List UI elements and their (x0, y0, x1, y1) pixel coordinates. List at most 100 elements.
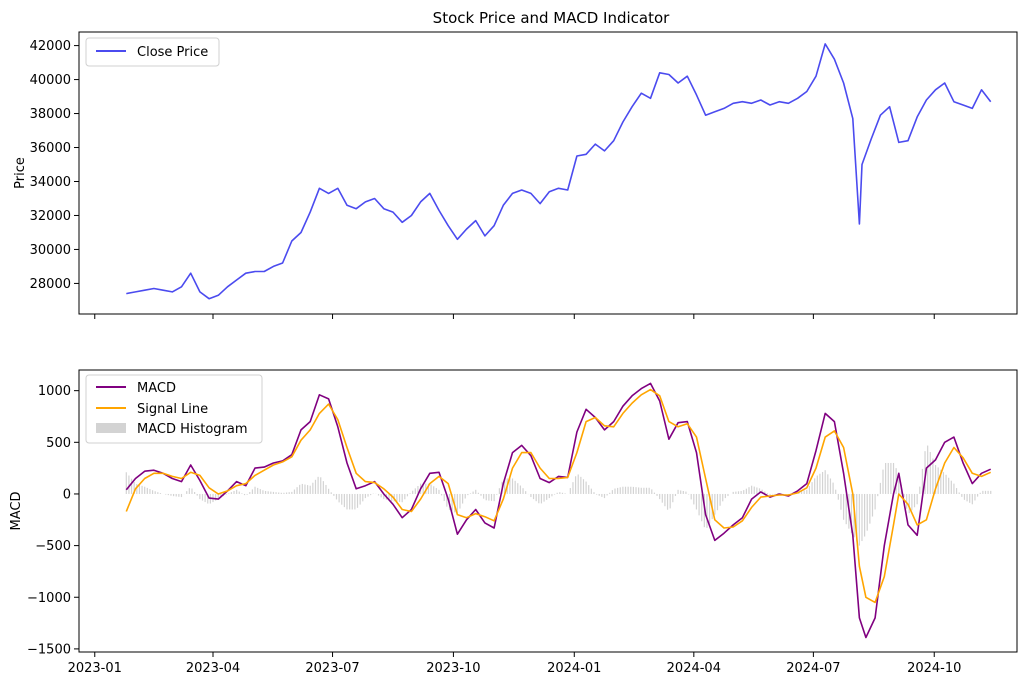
histogram-bar (396, 493, 398, 502)
histogram-bar (138, 484, 141, 494)
histogram-bar (740, 491, 742, 494)
histogram-bar (435, 488, 437, 494)
histogram-bar (908, 493, 910, 514)
histogram-bar (632, 486, 634, 494)
histogram-bar (412, 490, 414, 494)
histogram-bar (745, 488, 747, 494)
histogram-bar (175, 493, 177, 497)
histogram-bar (538, 493, 540, 504)
y-tick-label: −1000 (27, 591, 71, 606)
histogram-bar (346, 493, 348, 510)
histogram-bar (335, 493, 338, 500)
histogram-bar (144, 486, 146, 494)
histogram-bar (285, 492, 288, 494)
histogram-bar (377, 493, 380, 496)
histogram-bar (987, 490, 989, 494)
histogram-bar (614, 488, 616, 494)
legend-swatch-macd-histogram (96, 423, 126, 433)
histogram-bar (645, 487, 648, 494)
histogram-bar (890, 462, 892, 494)
histogram-bar (517, 483, 519, 494)
histogram-bar (485, 493, 487, 501)
histogram-bar (958, 492, 960, 494)
histogram-bar (808, 485, 811, 494)
histogram-bar (351, 493, 353, 510)
y-tick-label: 38000 (30, 107, 71, 122)
histogram-bar (196, 493, 198, 496)
histogram-bar (906, 493, 908, 509)
price-axis-label: Price (13, 157, 28, 189)
histogram-bar (669, 493, 671, 509)
histogram-bar (869, 493, 871, 524)
histogram-bar (191, 488, 193, 494)
histogram-bar (564, 493, 566, 494)
histogram-bar (141, 485, 143, 494)
histogram-bar (864, 493, 866, 537)
histogram-bar (748, 487, 750, 494)
histogram-bar (758, 488, 761, 494)
histogram-bar (443, 493, 445, 502)
histogram-bar (299, 484, 301, 494)
x-tick-label: 2023-10 (426, 661, 480, 676)
histogram-bar (724, 493, 726, 499)
histogram-bar (146, 487, 148, 494)
histogram-bar (170, 493, 172, 496)
histogram-bar (433, 486, 435, 494)
histogram-bar (125, 472, 127, 494)
price-legend-box (85, 37, 220, 67)
histogram-bar (178, 493, 180, 497)
y-tick-label: −1500 (27, 642, 71, 657)
histogram-bar (343, 493, 345, 508)
histogram-bar (194, 492, 196, 494)
histogram-bar (753, 486, 755, 494)
histogram-bar (165, 493, 167, 495)
histogram-bar (635, 487, 637, 494)
signal-line (125, 388, 992, 604)
histogram-bar (969, 493, 971, 503)
histogram-bar (803, 490, 805, 494)
histogram-bar (974, 493, 976, 501)
histogram-bar (225, 493, 227, 495)
histogram-bar (383, 493, 385, 500)
histogram-bar (672, 493, 674, 503)
histogram-bar (301, 483, 303, 494)
histogram-bar (133, 482, 135, 494)
histogram-bar (574, 476, 577, 494)
histogram-bar (622, 486, 624, 494)
histogram-bar (850, 493, 853, 534)
histogram-bar (990, 490, 992, 494)
histogram-bar (180, 493, 183, 498)
price-panel: 28000 30000 32000 34000 36000 38000 40000 42000… (13, 31, 1018, 319)
histogram-bar (249, 492, 251, 494)
histogram-bar (690, 493, 692, 500)
histogram-bar (837, 493, 839, 500)
histogram-bar (603, 493, 606, 499)
histogram-bar (953, 483, 955, 494)
legend-label-macd-histogram: MACD Histogram (137, 422, 248, 437)
histogram-bar (296, 487, 298, 494)
histogram-bar (167, 493, 169, 496)
x-tick-label: 2023-07 (305, 661, 359, 676)
histogram-bar (548, 493, 550, 499)
histogram-bar (472, 491, 474, 494)
histogram-bar (430, 484, 432, 494)
histogram-bar (280, 492, 282, 494)
histogram-bar (228, 493, 230, 494)
histogram-bar (714, 493, 716, 515)
y-tick-label: 30000 (30, 243, 71, 258)
macd-axes-frame (78, 369, 1018, 653)
histogram-bar (722, 493, 724, 502)
histogram-bar (624, 486, 627, 494)
histogram-bar (661, 493, 663, 503)
histogram-bar (561, 492, 564, 494)
histogram-bar (535, 493, 537, 502)
x-tick-label: 2023-04 (186, 661, 240, 676)
histogram-bar (777, 493, 779, 494)
y-tick-label: 32000 (30, 209, 71, 224)
histogram-bar (509, 478, 511, 494)
histogram-bar (927, 445, 929, 494)
histogram-bar (743, 490, 745, 494)
histogram-bar (950, 480, 952, 494)
histogram-bar (391, 493, 393, 501)
histogram-bar (314, 479, 317, 494)
